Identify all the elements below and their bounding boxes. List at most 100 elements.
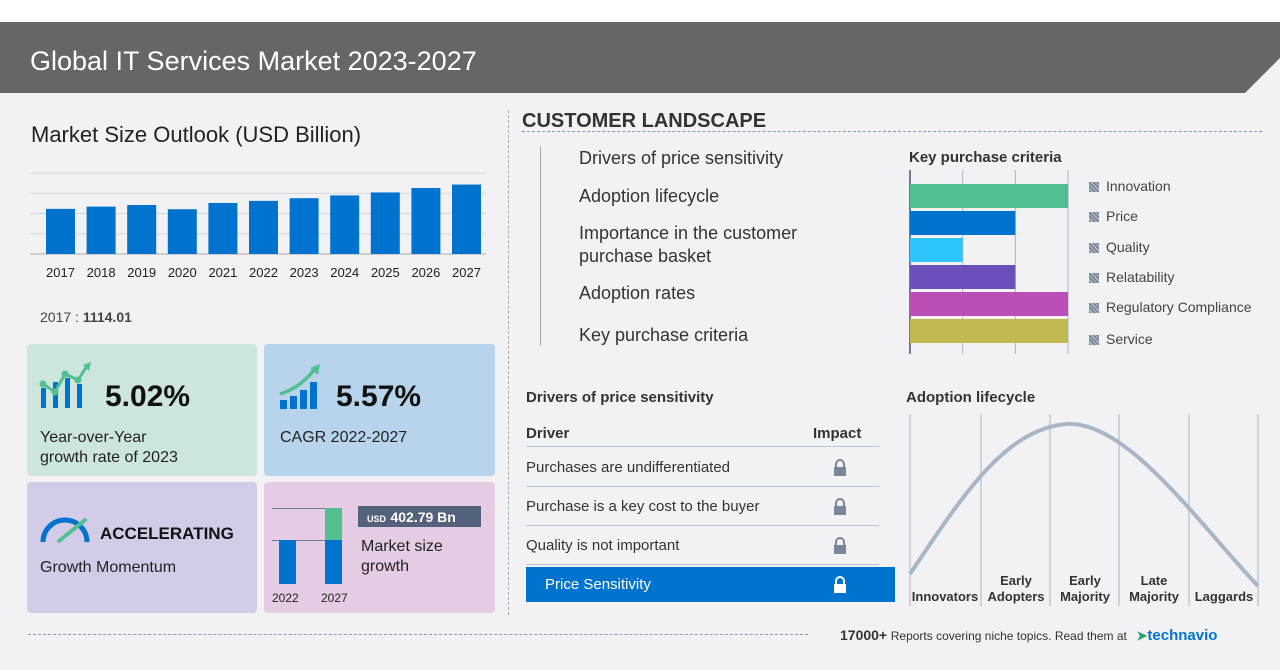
momentum-card: ACCELERATING Growth Momentum (27, 482, 257, 613)
legend-swatch (1089, 273, 1099, 283)
grid-line (272, 508, 342, 509)
adoption-title: Adoption lifecycle (906, 389, 1036, 406)
title-underline (522, 131, 1262, 132)
list-item: Key purchase criteria (579, 325, 749, 345)
kpc-bar-quality (910, 238, 963, 262)
lock-icon (834, 537, 846, 554)
tick-label: 2024 (330, 265, 359, 280)
market-readout: 2017 : 1114.01 (40, 309, 132, 325)
legend-item: Innovation (1089, 178, 1171, 194)
stage-line-1: Early (1000, 573, 1032, 588)
list-line (540, 146, 541, 346)
legend-item: Quality (1089, 239, 1150, 255)
stage-label: Early Majority (1051, 573, 1119, 605)
legend-item: Service (1089, 331, 1153, 347)
stage-line-2: Majority (1129, 589, 1179, 604)
table-row: Quality is not important (526, 526, 879, 565)
legend-label: Price (1106, 208, 1138, 224)
list-item: Importance in the customer (579, 223, 798, 243)
grid-line (272, 540, 342, 541)
bar-2026 (411, 187, 441, 254)
yoy-label-2: growth rate of 2023 (40, 449, 178, 466)
stage-line-2: Innovators (911, 589, 979, 604)
legend-item: Relatability (1089, 269, 1174, 285)
bar-2017 (46, 208, 75, 254)
table-row: Purchases are undifferentiated (526, 448, 879, 487)
bar-2022 (249, 200, 278, 254)
readout-sep: : (75, 309, 79, 325)
growth-card: 2022 2027 USD 402.79 Bn Market size grow… (264, 482, 495, 613)
tick-label: 2023 (290, 265, 319, 280)
col-impact: Impact (813, 425, 862, 442)
legend-label: Quality (1106, 239, 1150, 255)
cagr-card: 5.57% CAGR 2022-2027 (264, 344, 495, 476)
driver-label: Purchases are undifferentiated (526, 459, 731, 476)
driver-label: Quality is not important (526, 537, 680, 554)
readout-value: 1114.01 (82, 309, 132, 325)
kpc-title: Key purchase criteria (909, 149, 1062, 166)
bar-2027-base (325, 540, 342, 584)
footer-line (28, 634, 808, 635)
stage-line-1: Late (1140, 573, 1168, 588)
legend-label: Innovation (1106, 178, 1171, 194)
lock-icon (834, 459, 846, 476)
stage-line-1: Early (1069, 573, 1101, 588)
kpc-bar-innovation (910, 184, 1068, 208)
technavio-logo[interactable]: technavio (1147, 627, 1218, 644)
legend-label: Service (1106, 331, 1153, 347)
legend-swatch (1089, 212, 1099, 222)
drivers-title: Drivers of price sensitivity (526, 389, 714, 406)
col-driver: Driver (526, 425, 570, 442)
lock-icon (834, 498, 846, 515)
stage-label: Innovators (911, 573, 979, 605)
table-row: Purchase is a key cost to the buyer (526, 487, 879, 526)
tick-label: 2018 (87, 265, 116, 280)
tick-label: 2027 (452, 265, 481, 280)
list-item: Adoption rates (579, 283, 696, 303)
highlight-label: Price Sensitivity (545, 576, 651, 593)
legend-swatch (1089, 335, 1099, 345)
year-2022: 2022 (272, 591, 299, 605)
customer-title: CUSTOMER LANDSCAPE (522, 110, 767, 132)
cagr-label: CAGR 2022-2027 (280, 429, 408, 446)
growth-label-1: Market size (361, 538, 443, 555)
adoption-curve-chart (908, 414, 1260, 606)
top-strip (0, 0, 1280, 22)
stage-line-1 (911, 573, 979, 589)
table-header: Driver Impact (526, 416, 879, 447)
footer: 17000+ Reports covering niche topics. Re… (840, 627, 1217, 644)
stage-line-2: Laggards (1194, 589, 1254, 604)
legend-swatch (1089, 303, 1099, 313)
kpc-chart (909, 170, 1069, 354)
corner-fold (1245, 58, 1280, 93)
growth-value: 402.79 Bn (390, 509, 456, 525)
stage-line-2: Majority (1060, 589, 1110, 604)
growth-value-badge: USD 402.79 Bn (358, 506, 481, 527)
tick-label: 2017 (46, 265, 75, 280)
technavio-logo-icon[interactable]: ➤ (1136, 628, 1148, 643)
yoy-label-1: Year-over-Year (40, 429, 147, 446)
tick-label: 2026 (411, 265, 440, 280)
page-title: Global IT Services Market 2023-2027 (30, 46, 477, 76)
momentum-label: Growth Momentum (40, 559, 177, 576)
bar-2027-growth (325, 508, 342, 540)
bar-2027 (452, 184, 481, 254)
cagr-value: 5.57% (336, 380, 422, 413)
list-item: Drivers of price sensitivity (579, 148, 784, 168)
trend-up-icon (279, 364, 320, 409)
tick-label: 2019 (127, 265, 156, 280)
legend-swatch (1089, 182, 1099, 192)
market-size-chart: 2017 2018 2019 2020 2021 2022 2023 2024 2025 2026… (30, 172, 486, 280)
kpc-bar-price (910, 211, 1016, 235)
momentum-value: ACCELERATING (100, 524, 234, 543)
header-bar: Global IT Services Market 2023-2027 (0, 22, 1280, 93)
kpc-bar-service (910, 319, 1068, 343)
list-item: purchase basket (579, 246, 712, 266)
market-title: Market Size Outlook (USD Billion) (31, 122, 362, 147)
bar-2019 (127, 204, 157, 254)
stage-label: Late Majority (1120, 573, 1188, 605)
adoption-curve (908, 421, 1260, 588)
stage-label: Laggards (1190, 573, 1258, 605)
stage-label: Early Adopters (982, 573, 1050, 605)
readout-year: 2017 (40, 309, 72, 325)
